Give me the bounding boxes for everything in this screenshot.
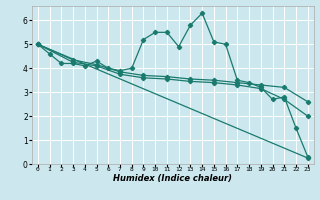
X-axis label: Humidex (Indice chaleur): Humidex (Indice chaleur) xyxy=(113,174,232,183)
